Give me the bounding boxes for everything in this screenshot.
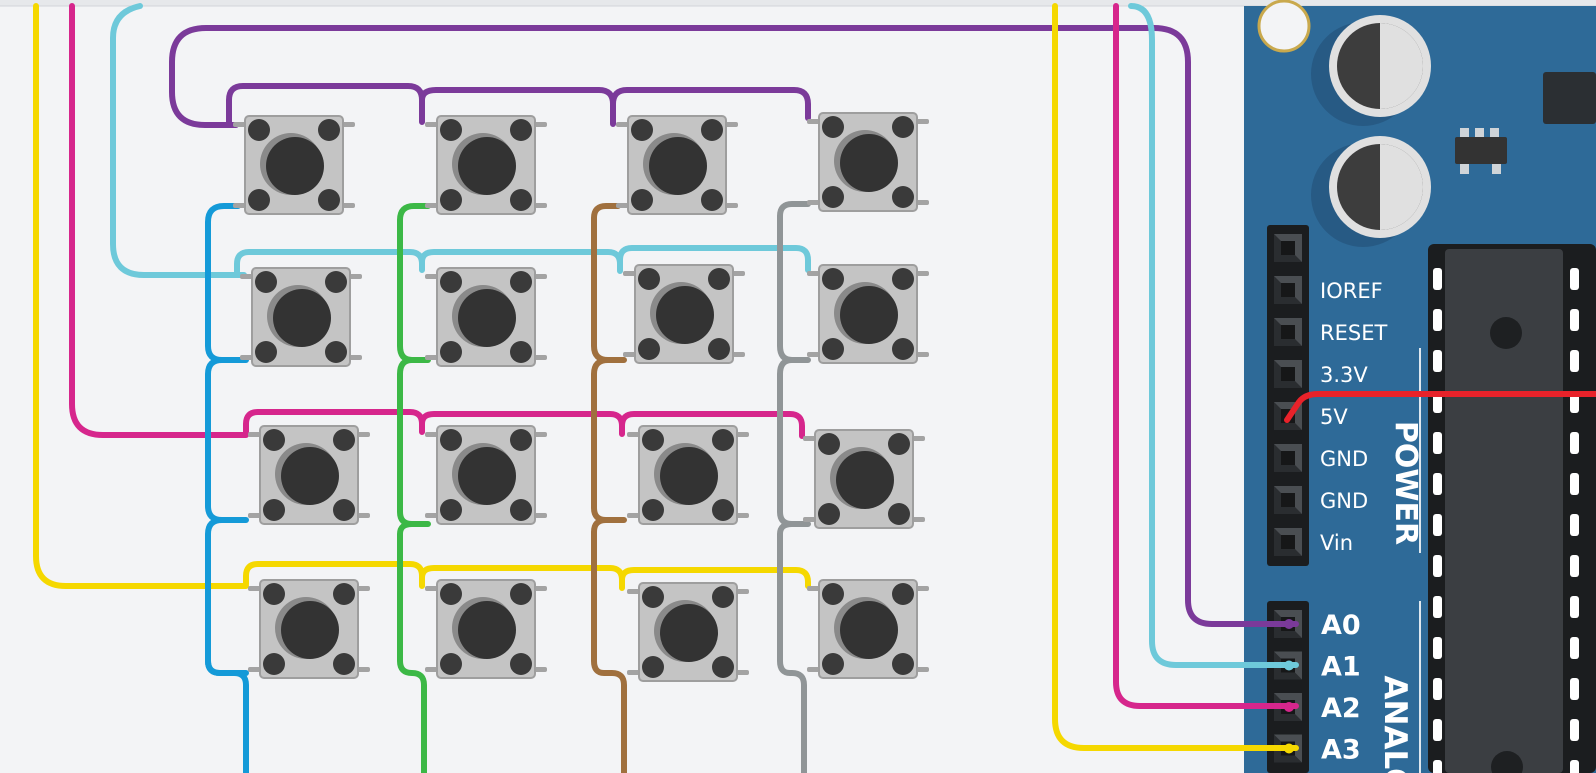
chip-pin	[1570, 309, 1579, 331]
wire-row2-left[interactable]	[110, 3, 247, 278]
wire-col2[interactable]	[397, 203, 431, 773]
chip-pin	[1570, 596, 1579, 618]
chip-pin	[1433, 514, 1442, 536]
chip-pin	[1433, 432, 1442, 454]
tactile-pushbutton-icon[interactable]	[806, 579, 930, 679]
wire-col4[interactable]	[777, 201, 811, 773]
chip-pin	[1433, 596, 1442, 618]
tactile-pushbutton-icon[interactable]	[424, 115, 548, 215]
chip-pin	[1433, 268, 1442, 290]
tactile-pushbutton-icon[interactable]	[626, 582, 750, 682]
arduino-board[interactable]: IOREF RESET 3.3V 5V GND GND Vin POWER A0 A1 A2 A3…	[1244, 0, 1596, 773]
tactile-pushbutton-icon[interactable]	[806, 264, 930, 364]
wire-row4[interactable]	[1052, 3, 1299, 751]
chip-pin	[1433, 678, 1442, 700]
analog-header	[1267, 601, 1309, 773]
power-header	[1267, 225, 1309, 566]
chip-pin	[1570, 760, 1579, 773]
power-pin[interactable]	[1274, 360, 1302, 388]
power-pin[interactable]	[1274, 444, 1302, 472]
tactile-pushbutton-icon[interactable]	[802, 429, 926, 529]
tactile-pushbutton-icon[interactable]	[232, 115, 356, 215]
wire-row2-link[interactable]	[234, 245, 811, 276]
wire-row2[interactable]	[1128, 3, 1299, 668]
tactile-pushbutton-icon[interactable]	[615, 115, 739, 215]
analog-section-label: ANALO	[1377, 676, 1413, 773]
chip-pin	[1433, 555, 1442, 577]
wire-row1-link[interactable]	[226, 83, 811, 127]
capacitor-icon	[1311, 15, 1431, 126]
power-section-label: POWER	[1388, 421, 1423, 545]
tactile-pushbutton-icon[interactable]	[247, 425, 371, 525]
chip-pin	[1570, 637, 1579, 659]
wire-col1[interactable]	[205, 203, 249, 773]
analog-pin-label: A0	[1321, 610, 1361, 641]
usb-connector	[1543, 72, 1596, 124]
keypad-matrix	[232, 112, 930, 682]
tactile-pushbutton-icon[interactable]	[626, 425, 750, 525]
tactile-pushbutton-icon[interactable]	[424, 267, 548, 367]
analog-pin-label: A1	[1321, 652, 1361, 683]
regulator-icon	[1455, 128, 1507, 174]
wire-row4-left[interactable]	[33, 3, 249, 589]
power-pin-label: 3.3V	[1320, 363, 1368, 387]
wire-5v[interactable]	[1284, 391, 1596, 423]
tactile-pushbutton-icon[interactable]	[424, 579, 548, 679]
wire-row3-link[interactable]	[243, 409, 805, 439]
tactile-pushbutton-icon[interactable]	[806, 112, 930, 212]
capacitor-icon	[1311, 136, 1431, 247]
power-pin-label: IOREF	[1320, 279, 1383, 303]
power-pin-label: 5V	[1320, 405, 1348, 429]
wire-col3[interactable]	[591, 203, 627, 773]
chip-pin	[1570, 432, 1579, 454]
wire-row3[interactable]	[1113, 3, 1299, 709]
chip-pin	[1433, 350, 1442, 372]
wire-row1[interactable]	[169, 25, 1299, 627]
analog-pin-label: A3	[1321, 735, 1361, 766]
power-pin[interactable]	[1274, 318, 1302, 346]
chip-pin	[1433, 719, 1442, 741]
wire-row4-link[interactable]	[243, 561, 811, 591]
power-pin-label: Vin	[1320, 531, 1353, 555]
power-pin-label: RESET	[1320, 321, 1387, 345]
chip-pin	[1433, 309, 1442, 331]
wire-end	[1284, 702, 1294, 712]
mounting-hole	[1257, 0, 1311, 53]
tactile-pushbutton-icon[interactable]	[424, 425, 548, 525]
tactile-pushbutton-icon[interactable]	[239, 267, 363, 367]
chip-pin	[1433, 473, 1442, 495]
wire-row3-left[interactable]	[69, 3, 249, 438]
tactile-pushbutton-icon[interactable]	[247, 579, 371, 679]
chip-pin	[1433, 760, 1442, 773]
chip-pin	[1570, 719, 1579, 741]
chip-pin	[1570, 678, 1579, 700]
chip-pin	[1570, 268, 1579, 290]
analog-pin-label: A2	[1321, 693, 1361, 724]
chip-pin	[1570, 514, 1579, 536]
power-pin-label: GND	[1320, 447, 1368, 471]
chip-pin	[1570, 350, 1579, 372]
wire-end	[1284, 743, 1294, 754]
wire-end	[1284, 619, 1294, 629]
power-pin[interactable]	[1274, 276, 1302, 304]
wire-end	[1284, 660, 1294, 671]
power-pin[interactable]	[1274, 486, 1302, 514]
tactile-pushbutton-icon[interactable]	[622, 264, 746, 364]
power-pin[interactable]	[1274, 528, 1302, 556]
wire-col1-branch[interactable]	[205, 658, 249, 676]
top-toolbar-strip	[0, 0, 1596, 6]
microcontroller-chip	[1428, 244, 1596, 773]
power-pin-label: GND	[1320, 489, 1368, 513]
chip-pin	[1570, 555, 1579, 577]
chip-pin	[1570, 473, 1579, 495]
power-pin-spare[interactable]	[1274, 234, 1302, 262]
chip-pin	[1433, 637, 1442, 659]
